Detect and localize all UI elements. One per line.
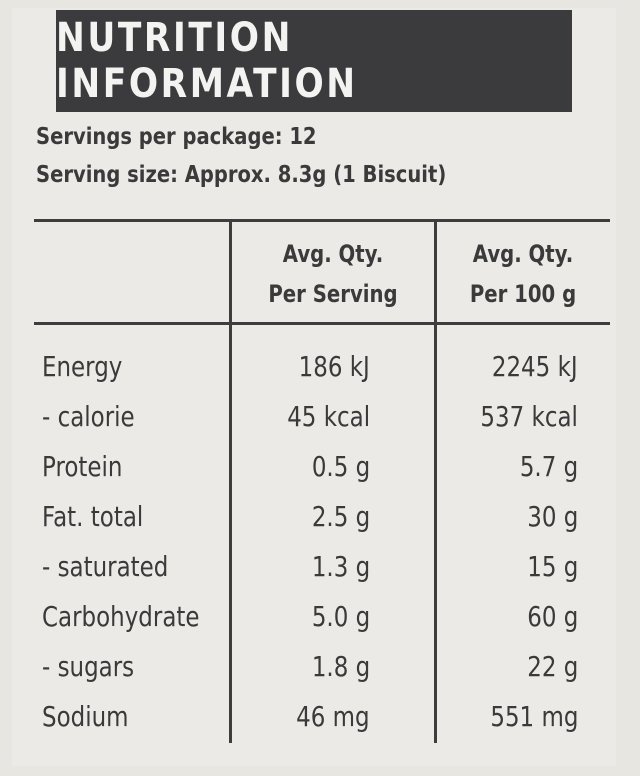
table-row: Fat. total 2.5 g 30 g (0, 492, 640, 542)
column-divider-1 (229, 219, 232, 743)
per-serving-value: 5.0 g (311, 600, 370, 633)
table-row: - calorie 45 kcal 537 kcal (0, 392, 640, 442)
header-per-serving-line2: Per Serving (268, 280, 398, 308)
per-100g-value: 551 mg (489, 700, 578, 733)
per-100g-value: 60 g (526, 600, 578, 633)
per-100g-value: 537 kcal (480, 400, 578, 433)
nutrient-name: Sodium (42, 700, 129, 733)
nutrient-name: - sugars (42, 650, 135, 683)
nutrient-name: - saturated (42, 550, 169, 583)
header-per-serving: Avg. Qty. Per Serving (232, 234, 434, 314)
per-100g-value: 2245 kJ (492, 350, 578, 383)
servings-per-package: Servings per package: 12 (36, 124, 317, 150)
per-100g-value: 5.7 g (519, 450, 578, 483)
table-top-rule (34, 219, 610, 222)
per-serving-value: 2.5 g (311, 500, 370, 533)
table-row: Protein 0.5 g 5.7 g (0, 442, 640, 492)
per-100g-value: 15 g (526, 550, 578, 583)
table-row: Sodium 46 mg 551 mg (0, 692, 640, 742)
per-100g-value: 22 g (526, 650, 578, 683)
column-divider-2 (434, 219, 437, 743)
per-serving-value: 46 mg (296, 700, 370, 733)
per-serving-value: 45 kcal (287, 400, 370, 433)
table-row: - saturated 1.3 g 15 g (0, 542, 640, 592)
table-row: - sugars 1.8 g 22 g (0, 642, 640, 692)
per-serving-value: 0.5 g (311, 450, 370, 483)
header-per-100g: Avg. Qty. Per 100 g (437, 234, 609, 314)
nutrition-panel: NUTRITION INFORMATION (12, 8, 616, 766)
per-serving-value: 1.3 g (311, 550, 370, 583)
nutrient-name: Fat. total (42, 500, 144, 533)
nutrient-name: Protein (42, 450, 123, 483)
per-serving-value: 186 kJ (298, 350, 370, 383)
header-bottom-rule (34, 322, 610, 325)
nutrient-name: Carbohydrate (42, 600, 200, 633)
header-per-100g-line1: Avg. Qty. (472, 240, 574, 268)
header-per-serving-line1: Avg. Qty. (282, 240, 384, 268)
panel-title: NUTRITION INFORMATION (56, 10, 572, 112)
per-100g-value: 30 g (526, 500, 578, 533)
table-row: Carbohydrate 5.0 g 60 g (0, 592, 640, 642)
nutrient-name: Energy (42, 350, 123, 383)
header-per-100g-line2: Per 100 g (469, 280, 577, 308)
table-row: Energy 186 kJ 2245 kJ (0, 342, 640, 392)
serving-info: Servings per package: 12 Serving size: A… (36, 118, 596, 194)
serving-size: Serving size: Approx. 8.3g (1 Biscuit) (36, 162, 447, 188)
per-serving-value: 1.8 g (311, 650, 370, 683)
nutrient-name: - calorie (42, 400, 135, 433)
